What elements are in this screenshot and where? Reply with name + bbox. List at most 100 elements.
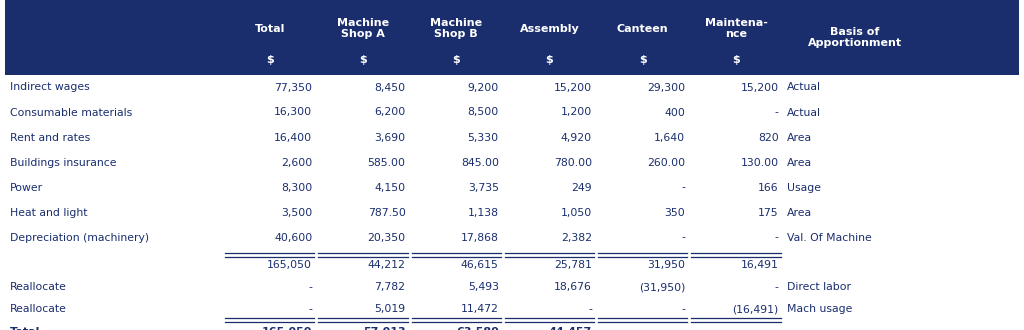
- Text: 9,200: 9,200: [468, 82, 499, 92]
- Bar: [5, 200, 1019, 225]
- Text: 845.00: 845.00: [461, 157, 499, 168]
- Text: 8,300: 8,300: [281, 182, 312, 192]
- Text: Canteen: Canteen: [617, 23, 669, 34]
- Text: Reallocate: Reallocate: [10, 282, 68, 292]
- Bar: [5, 125, 1019, 150]
- Text: -: -: [774, 327, 778, 330]
- Text: Assembly: Assembly: [519, 23, 580, 34]
- Text: 11,472: 11,472: [461, 304, 499, 314]
- Bar: [5, 225, 1019, 250]
- Text: Maintena-
nce: Maintena- nce: [705, 18, 767, 39]
- Text: -: -: [308, 304, 312, 314]
- Text: 1,138: 1,138: [468, 208, 499, 217]
- Text: Power: Power: [10, 182, 43, 192]
- Text: 16,400: 16,400: [274, 133, 312, 143]
- Text: 5,330: 5,330: [468, 133, 499, 143]
- Text: 585.00: 585.00: [368, 157, 406, 168]
- Text: -: -: [775, 108, 778, 117]
- Text: 20,350: 20,350: [368, 233, 406, 243]
- Text: 780.00: 780.00: [554, 157, 592, 168]
- Text: 44,457: 44,457: [549, 327, 592, 330]
- Text: Area: Area: [786, 133, 812, 143]
- Text: 820: 820: [758, 133, 778, 143]
- Text: 130.00: 130.00: [740, 157, 778, 168]
- Text: 46,615: 46,615: [461, 260, 499, 270]
- Text: 5,493: 5,493: [468, 282, 499, 292]
- Text: 2,382: 2,382: [561, 233, 592, 243]
- Text: 8,450: 8,450: [375, 82, 406, 92]
- Text: Direct labor: Direct labor: [786, 282, 851, 292]
- Text: 350: 350: [665, 208, 685, 217]
- Text: Total: Total: [10, 327, 41, 330]
- Text: Reallocate: Reallocate: [10, 304, 68, 314]
- Text: -: -: [681, 182, 685, 192]
- Text: $: $: [359, 55, 367, 65]
- Text: 6,200: 6,200: [374, 108, 406, 117]
- Text: 166: 166: [758, 182, 778, 192]
- Bar: [5, 0, 1019, 75]
- Text: Actual: Actual: [786, 82, 821, 92]
- Text: 16,300: 16,300: [274, 108, 312, 117]
- Bar: [5, 320, 1019, 330]
- Text: 40,600: 40,600: [274, 233, 312, 243]
- Bar: [5, 175, 1019, 200]
- Text: 260.00: 260.00: [647, 157, 685, 168]
- Text: Machine
Shop A: Machine Shop A: [337, 18, 389, 39]
- Text: 31,950: 31,950: [647, 260, 685, 270]
- Text: 2,600: 2,600: [281, 157, 312, 168]
- Text: Machine
Shop B: Machine Shop B: [430, 18, 482, 39]
- Text: 57,013: 57,013: [362, 327, 406, 330]
- Text: (16,491): (16,491): [732, 304, 778, 314]
- Text: 3,735: 3,735: [468, 182, 499, 192]
- Bar: [5, 254, 1019, 276]
- Text: Buildings insurance: Buildings insurance: [10, 157, 117, 168]
- Text: -: -: [308, 282, 312, 292]
- Text: $: $: [546, 55, 553, 65]
- Text: 165,050: 165,050: [262, 327, 312, 330]
- Text: $: $: [266, 55, 273, 65]
- Text: 18,676: 18,676: [554, 282, 592, 292]
- Text: Mach usage: Mach usage: [786, 304, 852, 314]
- Text: 17,868: 17,868: [461, 233, 499, 243]
- Text: Depreciation (machinery): Depreciation (machinery): [10, 233, 150, 243]
- Text: 3,500: 3,500: [281, 208, 312, 217]
- Text: Indirect wages: Indirect wages: [10, 82, 90, 92]
- Text: (31,950): (31,950): [639, 282, 685, 292]
- Text: Rent and rates: Rent and rates: [10, 133, 90, 143]
- Text: Area: Area: [786, 157, 812, 168]
- Text: 1,050: 1,050: [561, 208, 592, 217]
- Bar: [5, 75, 1019, 100]
- Text: Area: Area: [786, 208, 812, 217]
- Text: 63,580: 63,580: [456, 327, 499, 330]
- Text: Heat and light: Heat and light: [10, 208, 88, 217]
- Text: 5,019: 5,019: [375, 304, 406, 314]
- Bar: [5, 276, 1019, 298]
- Text: 16,491: 16,491: [740, 260, 778, 270]
- Text: 787.50: 787.50: [368, 208, 406, 217]
- Text: 8,500: 8,500: [468, 108, 499, 117]
- Text: 1,200: 1,200: [561, 108, 592, 117]
- Text: 4,150: 4,150: [375, 182, 406, 192]
- Text: 3,690: 3,690: [375, 133, 406, 143]
- Text: -: -: [681, 327, 685, 330]
- Text: -: -: [775, 282, 778, 292]
- Text: 165,050: 165,050: [267, 260, 312, 270]
- Text: 4,920: 4,920: [561, 133, 592, 143]
- Text: Actual: Actual: [786, 108, 821, 117]
- Text: 15,200: 15,200: [740, 82, 778, 92]
- Text: 249: 249: [571, 182, 592, 192]
- Text: 29,300: 29,300: [647, 82, 685, 92]
- Text: Total: Total: [255, 23, 285, 34]
- Text: Usage: Usage: [786, 182, 821, 192]
- Text: $: $: [639, 55, 646, 65]
- Text: 400: 400: [665, 108, 685, 117]
- Text: 25,781: 25,781: [554, 260, 592, 270]
- Text: -: -: [775, 233, 778, 243]
- Bar: [5, 150, 1019, 175]
- Text: Consumable materials: Consumable materials: [10, 108, 132, 117]
- Text: -: -: [681, 233, 685, 243]
- Text: 7,782: 7,782: [375, 282, 406, 292]
- Bar: [5, 298, 1019, 320]
- Text: 175: 175: [758, 208, 778, 217]
- Text: Val. Of Machine: Val. Of Machine: [786, 233, 871, 243]
